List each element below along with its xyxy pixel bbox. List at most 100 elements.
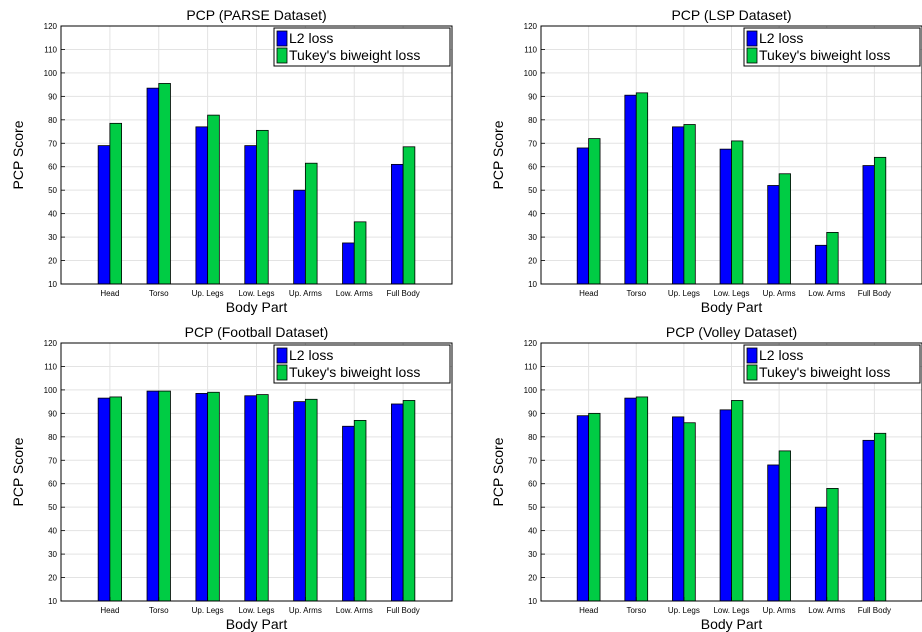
bar-l2-full-body xyxy=(862,165,875,285)
y-tick-label: 100 xyxy=(524,69,538,78)
y-tick-label: 20 xyxy=(528,257,537,266)
bar-l2-low-legs xyxy=(244,395,257,602)
bar-tukey-head xyxy=(109,122,123,285)
x-tick-label: Full Body xyxy=(386,289,419,298)
y-tick-label: 80 xyxy=(48,433,57,442)
y-tick-label: 90 xyxy=(48,409,57,418)
x-axis-label: Body Part xyxy=(701,616,763,632)
legend-swatch-tukey xyxy=(276,364,288,381)
chart-title: PCP (Volley Dataset) xyxy=(666,324,797,340)
bar-l2-up-arms xyxy=(767,464,780,602)
x-axis-label: Body Part xyxy=(226,616,288,632)
legend-label-tukey: Tukey's biweight loss xyxy=(289,47,420,63)
bar-l2-up-legs xyxy=(672,126,685,285)
bar-l2-head xyxy=(97,397,111,602)
legend-swatch-l2 xyxy=(746,347,758,364)
y-tick-label: 120 xyxy=(524,339,538,348)
bar-tukey-low-legs xyxy=(731,400,744,602)
bar-l2-low-arms xyxy=(342,425,355,602)
bar-tukey-full-body xyxy=(873,432,887,602)
y-tick-label: 40 xyxy=(48,527,57,536)
legend-swatch-tukey xyxy=(746,47,758,64)
legend-box xyxy=(743,27,921,67)
y-tick-label: 60 xyxy=(48,163,57,172)
legend-swatch-l2 xyxy=(276,347,288,364)
y-tick-label: 110 xyxy=(524,45,537,54)
bar-l2-up-arms xyxy=(293,401,306,602)
legend-swatch-l2 xyxy=(276,30,288,47)
y-tick-label: 80 xyxy=(48,116,57,125)
y-tick-label: 110 xyxy=(44,45,57,54)
x-tick-label: Head xyxy=(100,606,119,615)
chart-panel-3: 10 20 30 40 50 60 70 80 90 100 110 120 Head Torso Up. … xyxy=(10,324,453,632)
bar-l2-head xyxy=(576,147,590,285)
y-tick-label: 10 xyxy=(528,597,537,606)
bar-l2-full-body xyxy=(390,163,404,285)
x-tick-label: Up. Arms xyxy=(289,289,322,298)
bar-l2-up-legs xyxy=(672,416,685,602)
y-tick-label: 10 xyxy=(528,280,537,289)
x-tick-label: Up. Legs xyxy=(668,289,700,298)
bar-l2-head xyxy=(97,145,111,285)
bar-tukey-low-arms xyxy=(826,231,839,285)
legend-swatch-tukey xyxy=(276,47,288,64)
x-tick-label: Full Body xyxy=(386,606,419,615)
y-tick-label: 120 xyxy=(44,22,58,31)
y-tick-label: 10 xyxy=(48,280,57,289)
y-tick-label: 70 xyxy=(528,456,537,465)
bar-l2-low-arms xyxy=(814,506,828,602)
bar-l2-up-arms xyxy=(293,189,306,285)
bar-tukey-low-arms xyxy=(353,419,367,602)
y-tick-label: 20 xyxy=(528,574,537,583)
bar-tukey-low-arms xyxy=(353,221,367,285)
legend-swatch-tukey xyxy=(746,364,758,381)
bar-tukey-low-legs xyxy=(731,140,744,285)
bar-tukey-full-body xyxy=(873,156,887,285)
y-tick-label: 120 xyxy=(524,22,538,31)
y-tick-label: 60 xyxy=(528,480,537,489)
bar-tukey-torso xyxy=(635,92,649,285)
bar-l2-up-arms xyxy=(767,185,780,285)
y-tick-label: 60 xyxy=(48,480,57,489)
y-tick-label: 90 xyxy=(48,92,57,101)
y-tick-label: 70 xyxy=(48,139,57,148)
legend-label-tukey: Tukey's biweight loss xyxy=(759,364,890,380)
bar-tukey-up-legs xyxy=(207,391,220,602)
bar-l2-torso xyxy=(146,87,160,285)
bar-l2-torso xyxy=(146,390,160,602)
x-tick-label: Low. Arms xyxy=(336,606,373,615)
bar-l2-low-arms xyxy=(814,244,828,285)
legend-label-l2: L2 loss xyxy=(759,347,803,363)
chart-title: PCP (LSP Dataset) xyxy=(671,7,791,23)
x-tick-label: Low. Arms xyxy=(808,606,845,615)
bar-tukey-low-legs xyxy=(256,129,269,285)
x-tick-label: Up. Legs xyxy=(668,606,700,615)
legend-label-l2: L2 loss xyxy=(289,30,333,46)
y-tick-label: 50 xyxy=(48,186,57,195)
x-tick-label: Low. Legs xyxy=(238,289,274,298)
bar-l2-low-legs xyxy=(719,148,732,285)
chart-panel-1: 10 20 30 40 50 60 70 80 90 100 110 120 Head Torso Up. … xyxy=(10,7,453,315)
y-axis-label: PCP Score xyxy=(490,120,506,189)
x-tick-label: Head xyxy=(579,289,598,298)
y-tick-label: 110 xyxy=(524,362,537,371)
bar-tukey-up-legs xyxy=(207,114,220,285)
y-axis-label: PCP Score xyxy=(490,437,506,506)
x-tick-label: Torso xyxy=(626,289,646,298)
bar-l2-low-arms xyxy=(342,242,355,285)
bar-l2-torso xyxy=(624,397,637,602)
y-tick-label: 50 xyxy=(48,503,57,512)
x-tick-label: Torso xyxy=(149,606,169,615)
x-tick-label: Torso xyxy=(149,289,169,298)
bar-tukey-up-arms xyxy=(304,398,318,602)
x-tick-label: Full Body xyxy=(858,289,891,298)
bar-tukey-torso xyxy=(158,83,171,285)
x-tick-label: Up. Legs xyxy=(192,289,224,298)
bar-l2-low-legs xyxy=(244,145,257,285)
bar-l2-head xyxy=(576,415,590,602)
y-tick-label: 30 xyxy=(528,233,537,242)
